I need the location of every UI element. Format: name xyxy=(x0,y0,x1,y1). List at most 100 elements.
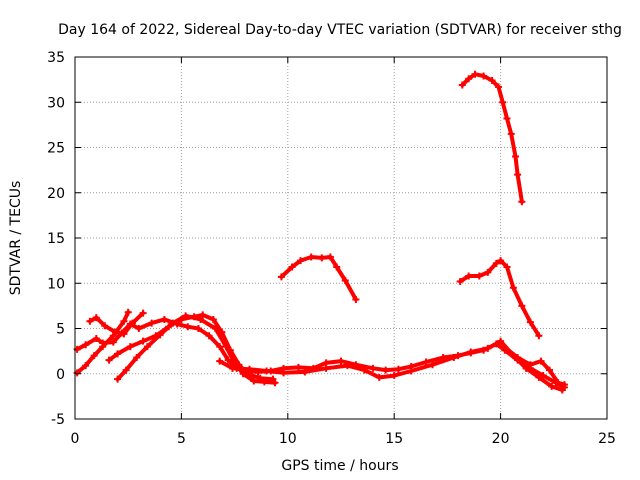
data-point xyxy=(343,362,351,370)
chart-title: Day 164 of 2022, Sidereal Day-to-day VTE… xyxy=(58,22,622,38)
data-point xyxy=(514,353,522,361)
data-point xyxy=(169,319,177,327)
series-arc-g xyxy=(501,344,568,389)
series-arc-j xyxy=(458,70,526,206)
data-point xyxy=(501,344,509,352)
data-point xyxy=(120,330,128,338)
data-point xyxy=(231,359,239,367)
data-point xyxy=(526,361,534,369)
data-point xyxy=(301,368,309,376)
data-point xyxy=(318,254,326,262)
series-line xyxy=(502,345,567,387)
data-point xyxy=(558,386,566,394)
series-arc-i xyxy=(456,257,543,340)
data-point xyxy=(109,338,117,346)
data-point xyxy=(92,314,100,322)
x-tick-label: 25 xyxy=(598,431,616,447)
data-point xyxy=(480,72,488,80)
y-tick-label: 5 xyxy=(56,322,65,338)
x-tick-label: 0 xyxy=(71,431,80,447)
data-point xyxy=(277,273,285,281)
data-point xyxy=(250,377,258,385)
data-point xyxy=(503,115,511,123)
data-point xyxy=(82,362,90,370)
series-arc-e xyxy=(114,312,279,387)
data-point xyxy=(260,378,268,386)
data-point xyxy=(522,364,530,372)
data-point xyxy=(484,344,492,352)
data-point xyxy=(294,363,302,371)
data-point xyxy=(554,379,562,387)
data-point xyxy=(224,356,232,364)
data-point xyxy=(280,369,288,377)
x-tick-label: 5 xyxy=(177,431,186,447)
data-point xyxy=(82,341,90,349)
data-point xyxy=(471,70,479,78)
series-arc-c xyxy=(86,309,147,338)
data-point xyxy=(126,343,134,351)
data-point xyxy=(456,277,464,285)
data-point xyxy=(156,331,164,339)
data-point xyxy=(467,348,475,356)
data-point xyxy=(199,311,207,319)
y-tick-label: 30 xyxy=(47,95,65,111)
data-point xyxy=(124,308,132,316)
data-point xyxy=(143,343,151,351)
data-point xyxy=(497,337,505,345)
data-point xyxy=(239,370,247,378)
series-line xyxy=(460,72,524,204)
data-point xyxy=(503,263,511,271)
data-point xyxy=(507,130,515,138)
x-tick-label: 15 xyxy=(385,431,403,447)
data-point xyxy=(222,343,230,351)
data-point xyxy=(216,357,224,365)
data-point xyxy=(514,171,522,179)
y-tick-label: 10 xyxy=(47,276,65,292)
y-tick-label: 25 xyxy=(47,141,65,157)
data-point xyxy=(499,98,507,106)
y-tick-label: 0 xyxy=(56,367,65,383)
data-point xyxy=(511,153,519,161)
data-series xyxy=(73,70,568,394)
data-point xyxy=(92,334,100,342)
data-point xyxy=(337,357,345,365)
data-point xyxy=(465,272,473,280)
data-point xyxy=(535,332,543,340)
data-point xyxy=(105,356,113,364)
data-point xyxy=(139,337,147,345)
data-point xyxy=(422,358,430,366)
data-point xyxy=(375,373,383,381)
data-point xyxy=(475,272,483,280)
data-point xyxy=(139,309,147,317)
data-point xyxy=(341,277,349,285)
data-point xyxy=(148,319,156,327)
y-tick-label: 35 xyxy=(47,50,65,66)
series-arc-b xyxy=(73,308,132,377)
data-point xyxy=(122,366,130,374)
series-line xyxy=(217,339,565,392)
data-point xyxy=(128,319,136,327)
data-point xyxy=(86,317,94,325)
data-point xyxy=(322,364,330,372)
y-tick-label: 15 xyxy=(47,231,65,247)
data-point xyxy=(560,381,568,389)
data-point xyxy=(537,357,545,365)
data-point xyxy=(465,75,473,83)
data-point xyxy=(271,379,279,387)
data-point xyxy=(352,296,360,304)
data-point xyxy=(429,361,437,369)
data-point xyxy=(509,284,517,292)
series-arc-f xyxy=(216,337,566,394)
data-point xyxy=(182,312,190,320)
data-point xyxy=(133,353,141,361)
data-point xyxy=(90,352,98,360)
data-point xyxy=(333,263,341,271)
grid xyxy=(75,57,607,419)
data-point xyxy=(539,372,547,380)
data-point xyxy=(518,302,526,310)
data-point xyxy=(288,263,296,271)
data-point xyxy=(114,375,122,383)
data-point xyxy=(492,259,500,267)
data-point xyxy=(458,81,466,89)
data-point xyxy=(526,318,534,326)
